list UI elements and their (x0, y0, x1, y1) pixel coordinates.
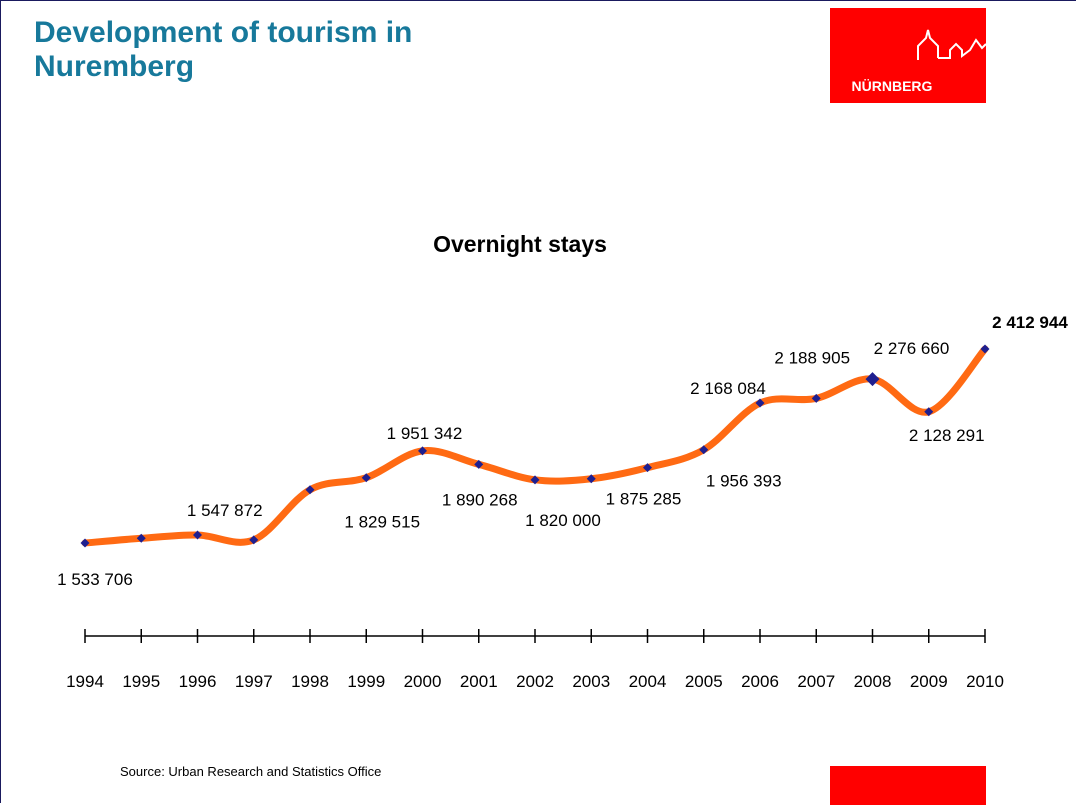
point-marker (305, 485, 315, 495)
x-tick-label: 1995 (122, 672, 160, 691)
point-marker (361, 473, 371, 483)
point-marker (586, 474, 596, 484)
x-tick-label: 2005 (685, 672, 723, 691)
logo-skyline (917, 29, 987, 60)
data-label: 1 890 268 (442, 490, 518, 509)
x-tick-label: 2006 (741, 672, 779, 691)
slide-title: Development of tourism in Nuremberg (34, 16, 413, 83)
point-marker (699, 445, 709, 455)
data-label: 2 412 944 (992, 313, 1068, 332)
point-marker (193, 530, 202, 540)
source-note: Source: Urban Research and Statistics Of… (120, 764, 382, 779)
point-marker (980, 344, 990, 354)
point-marker (418, 446, 427, 456)
x-tick-label: 2000 (404, 672, 442, 691)
x-tick-label: 2004 (629, 672, 667, 691)
x-tick-label: 1997 (235, 672, 273, 691)
point-marker (865, 372, 880, 387)
data-label: 1 533 706 (57, 570, 133, 589)
data-label: 2 128 291 (909, 426, 985, 445)
point-marker (643, 463, 652, 473)
point-marker (80, 538, 90, 548)
point-marker (474, 459, 484, 469)
x-tick-label: 2003 (572, 672, 610, 691)
point-marker (249, 535, 259, 545)
x-tick-label: 2002 (516, 672, 554, 691)
data-label: 1 547 872 (187, 501, 263, 520)
x-tick-label: 2009 (910, 672, 948, 691)
data-label: 1 820 000 (525, 511, 601, 530)
data-label: 1 829 515 (344, 513, 420, 532)
x-tick-label: 2008 (854, 672, 892, 691)
x-tick-label: 1998 (291, 672, 329, 691)
point-marker (811, 393, 821, 403)
point-marker (755, 398, 765, 408)
data-label: 2 188 905 (774, 348, 850, 367)
x-tick-label: 2001 (460, 672, 498, 691)
point-marker (136, 533, 146, 543)
data-label: 2 276 660 (874, 339, 950, 358)
data-label: 1 956 393 (706, 472, 782, 491)
data-label: 1 951 342 (387, 424, 463, 443)
x-tick-label: 2007 (797, 672, 835, 691)
point-marker (530, 475, 540, 485)
point-marker (924, 407, 934, 417)
data-label: 1 875 285 (606, 490, 682, 509)
logo-box (830, 8, 986, 103)
x-tick-label: 2010 (966, 672, 1004, 691)
x-tick-label: 1999 (347, 672, 385, 691)
footer-box (830, 766, 986, 805)
data-label: 2 168 084 (690, 379, 766, 398)
logo-text: NÜRNBERG (852, 78, 933, 94)
chart-title: Overnight stays (433, 231, 607, 257)
x-tick-label: 1994 (66, 672, 104, 691)
x-tick-label: 1996 (179, 672, 217, 691)
